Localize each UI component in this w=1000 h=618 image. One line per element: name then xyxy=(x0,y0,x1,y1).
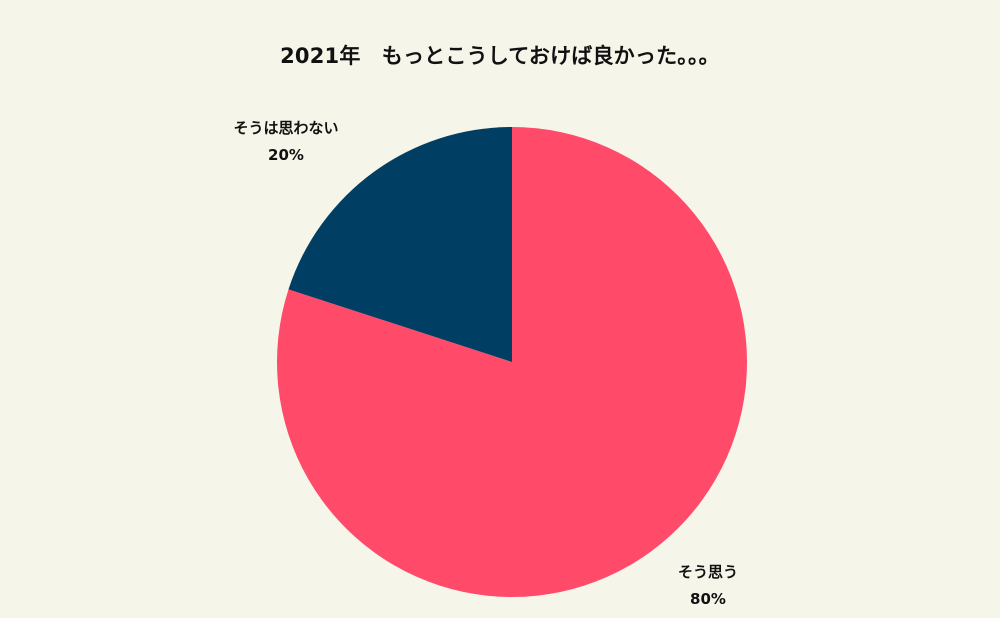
slice-value-label-1: 20% xyxy=(268,146,304,164)
pie-slices xyxy=(276,127,747,597)
slice-label-1: そうは思わない xyxy=(233,119,338,137)
pie-slice-0 xyxy=(276,127,747,597)
pie-labels: そう思う 80% そうは思わない 20% xyxy=(233,119,738,608)
slice-label-0: そう思う xyxy=(678,563,738,581)
slice-value-label-0: 80% xyxy=(690,590,726,608)
chart-title: 2021年 もっとこうしておけば良かった。。。 xyxy=(280,44,720,68)
pie-slice-1 xyxy=(288,127,512,362)
